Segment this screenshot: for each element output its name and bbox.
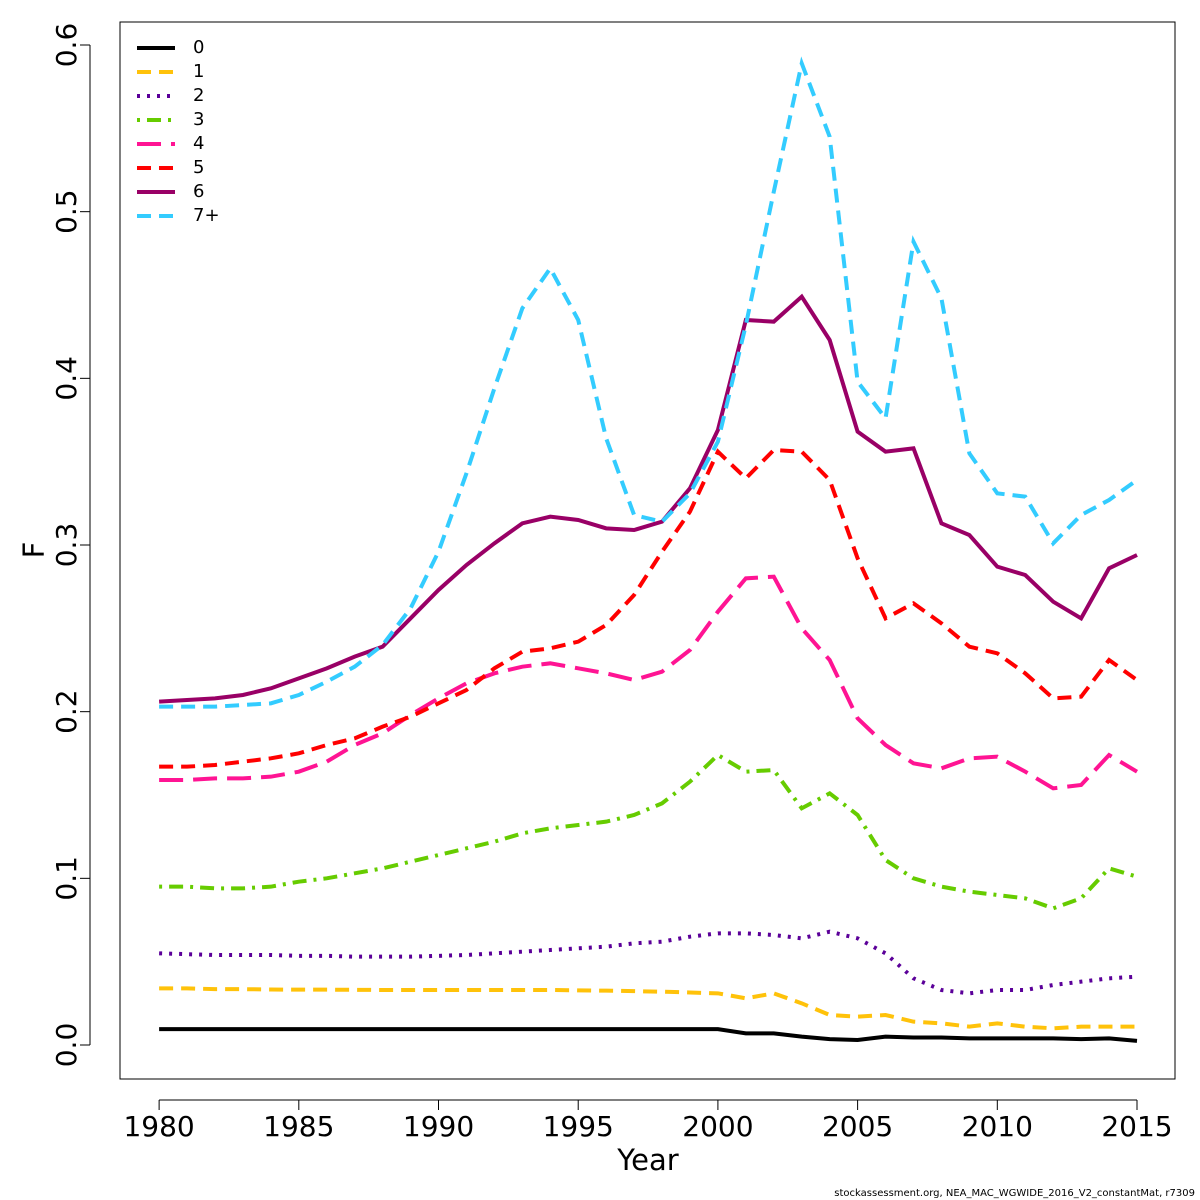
series-line <box>159 56 1139 709</box>
y-axis-label: F <box>17 542 51 559</box>
legend-label: 5 <box>193 157 204 178</box>
y-tick-label: 0.3 <box>50 523 83 568</box>
series-line <box>159 1027 1138 1043</box>
y-tick-label: 0.5 <box>50 189 83 234</box>
x-axis-label: Year <box>616 1143 678 1177</box>
x-tick-label: 1990 <box>403 1110 474 1143</box>
series-line <box>159 929 1138 996</box>
x-tick-label: 1995 <box>543 1110 614 1143</box>
series-line <box>158 293 1138 704</box>
series-line <box>159 986 1137 1031</box>
y-tick-label: 0.4 <box>50 356 83 401</box>
y-tick-label: 0.0 <box>50 1023 83 1068</box>
series-line <box>159 752 1138 911</box>
x-tick-label: 2010 <box>962 1110 1033 1143</box>
y-tick-label: 0.1 <box>50 856 83 901</box>
y-tick-label: 0.6 <box>50 23 83 68</box>
x-tick-label: 1985 <box>263 1110 334 1143</box>
legend-label: 1 <box>193 61 204 82</box>
x-tick-label: 2005 <box>822 1110 893 1143</box>
x-tick-label: 2000 <box>682 1110 753 1143</box>
footnote: stockassessment.org, NEA_MAC_WGWIDE_2016… <box>834 1188 1195 1199</box>
legend-label: 4 <box>193 133 204 154</box>
x-tick-label: 1980 <box>123 1110 194 1143</box>
y-tick-label: 0.2 <box>50 689 83 734</box>
series-line <box>159 574 1139 791</box>
legend-label: 2 <box>193 85 204 106</box>
series-line <box>159 447 1139 769</box>
legend-label: 7+ <box>193 205 220 226</box>
x-tick-label: 2015 <box>1101 1110 1172 1143</box>
legend-label: 0 <box>193 37 204 58</box>
plot-frame <box>119 21 1176 1080</box>
legend-label: 3 <box>193 109 204 130</box>
legend-label: 6 <box>193 181 204 202</box>
